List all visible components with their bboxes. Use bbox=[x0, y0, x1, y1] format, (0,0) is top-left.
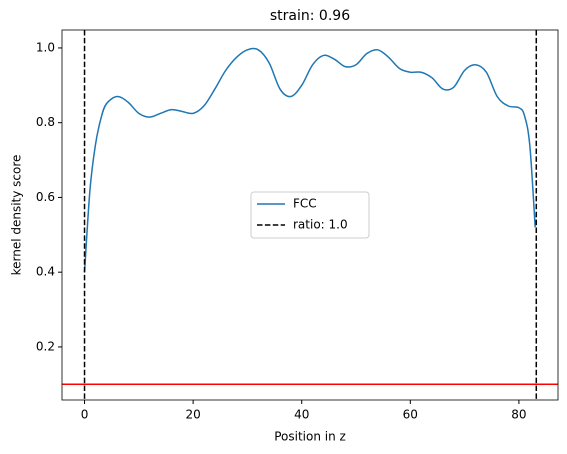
legend-label: ratio: 1.0 bbox=[293, 218, 348, 232]
y-axis-label: kernel density score bbox=[10, 155, 24, 276]
x-tick-label: 40 bbox=[294, 408, 309, 422]
data-line bbox=[83, 47, 536, 273]
y-tick-label: 0.6 bbox=[36, 190, 55, 204]
x-tick-label: 80 bbox=[511, 408, 526, 422]
y-tick-label: 0.8 bbox=[36, 115, 55, 129]
x-tick-label: 20 bbox=[185, 408, 200, 422]
axes-frame bbox=[61, 29, 559, 401]
x-tick-label: 60 bbox=[403, 408, 418, 422]
y-tick-label: 0.4 bbox=[36, 265, 55, 279]
chart-title: strain: 0.96 bbox=[270, 8, 350, 24]
legend: FCC ratio: 1.0 bbox=[250, 191, 370, 239]
legend-label: FCC bbox=[293, 197, 317, 211]
y-tick-label: 0.2 bbox=[36, 339, 55, 353]
x-axis-label: Position in z bbox=[274, 430, 346, 444]
x-tick-label: 0 bbox=[81, 408, 89, 422]
y-tick-label: 1.0 bbox=[36, 40, 55, 54]
